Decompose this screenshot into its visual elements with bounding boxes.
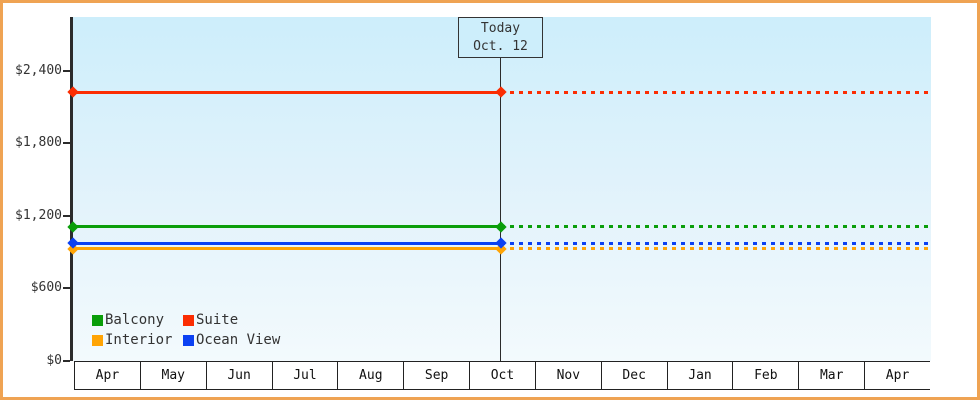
today-callout-box: Today Oct. 12: [458, 17, 543, 58]
month-cell-aug: Aug: [337, 362, 403, 389]
today-date: Oct. 12: [473, 38, 528, 54]
month-cell-jan: Jan: [666, 362, 733, 389]
series-line-solid-suite: [72, 90, 501, 94]
legend-label: Ocean View: [196, 332, 281, 348]
month-cell-jun: Jun: [205, 362, 272, 389]
chart-legend: Balcony Suite Interior Ocean View: [92, 312, 280, 348]
series-line-dashed-interior: [500, 247, 931, 251]
month-cell-sep: Sep: [403, 362, 469, 389]
series-marker-suite: [494, 86, 507, 98]
month-cell-dec: Dec: [600, 362, 667, 389]
month-cell-may: May: [139, 362, 206, 389]
legend-item-ocean-view: Ocean View: [183, 332, 280, 348]
month-cell-oct: Oct: [469, 362, 535, 389]
month-cell-apr: Apr: [864, 362, 930, 389]
legend-swatch-icon: [183, 314, 194, 326]
legend-label: Suite: [196, 312, 239, 328]
series-line-solid-interior: [72, 247, 501, 251]
series-marker-suite: [67, 86, 79, 98]
series-line-solid-balcony: [72, 225, 501, 229]
y-tick-mark: [63, 69, 70, 72]
month-cell-nov: Nov: [534, 362, 601, 389]
plot-area: [72, 17, 931, 361]
month-cell-feb: Feb: [732, 362, 798, 389]
legend-label: Balcony: [105, 312, 165, 328]
legend-swatch-icon: [92, 334, 103, 346]
series-line-dashed-suite: [500, 90, 931, 94]
y-tick-label: $2,400: [15, 62, 62, 78]
series-marker-balcony: [494, 221, 507, 233]
y-axis-line: [70, 17, 73, 361]
legend-item-suite: Suite: [183, 312, 280, 328]
y-tick-label: $0: [46, 352, 62, 368]
y-tick-label: $1,200: [15, 207, 62, 223]
series-line-dashed-ocean-view: [500, 241, 931, 245]
series-line-dashed-balcony: [500, 225, 931, 229]
x-axis-month-row: Apr May Jun Jul Aug Sep Oct Nov Dec Jan Feb Mar Apr: [74, 361, 930, 390]
month-cell-apr: Apr: [74, 362, 140, 389]
y-tick-mark: [63, 359, 70, 362]
y-tick-mark: [63, 142, 70, 144]
series-marker-balcony: [67, 221, 79, 233]
month-cell-jul: Jul: [271, 362, 338, 389]
today-vertical-line: [500, 17, 501, 361]
legend-swatch-icon: [92, 314, 103, 326]
y-tick-label: $1,800: [15, 135, 62, 150]
month-cell-mar: Mar: [798, 362, 864, 389]
y-tick-mark: [63, 287, 70, 289]
today-label: Today: [480, 20, 521, 36]
legend-swatch-icon: [183, 334, 194, 346]
series-line-solid-ocean-view: [72, 241, 501, 245]
legend-label: Interior: [105, 332, 173, 348]
legend-item-balcony: Balcony: [92, 312, 183, 328]
y-tick-mark: [63, 214, 70, 217]
y-tick-label: $600: [30, 280, 62, 295]
legend-item-interior: Interior: [92, 332, 183, 348]
